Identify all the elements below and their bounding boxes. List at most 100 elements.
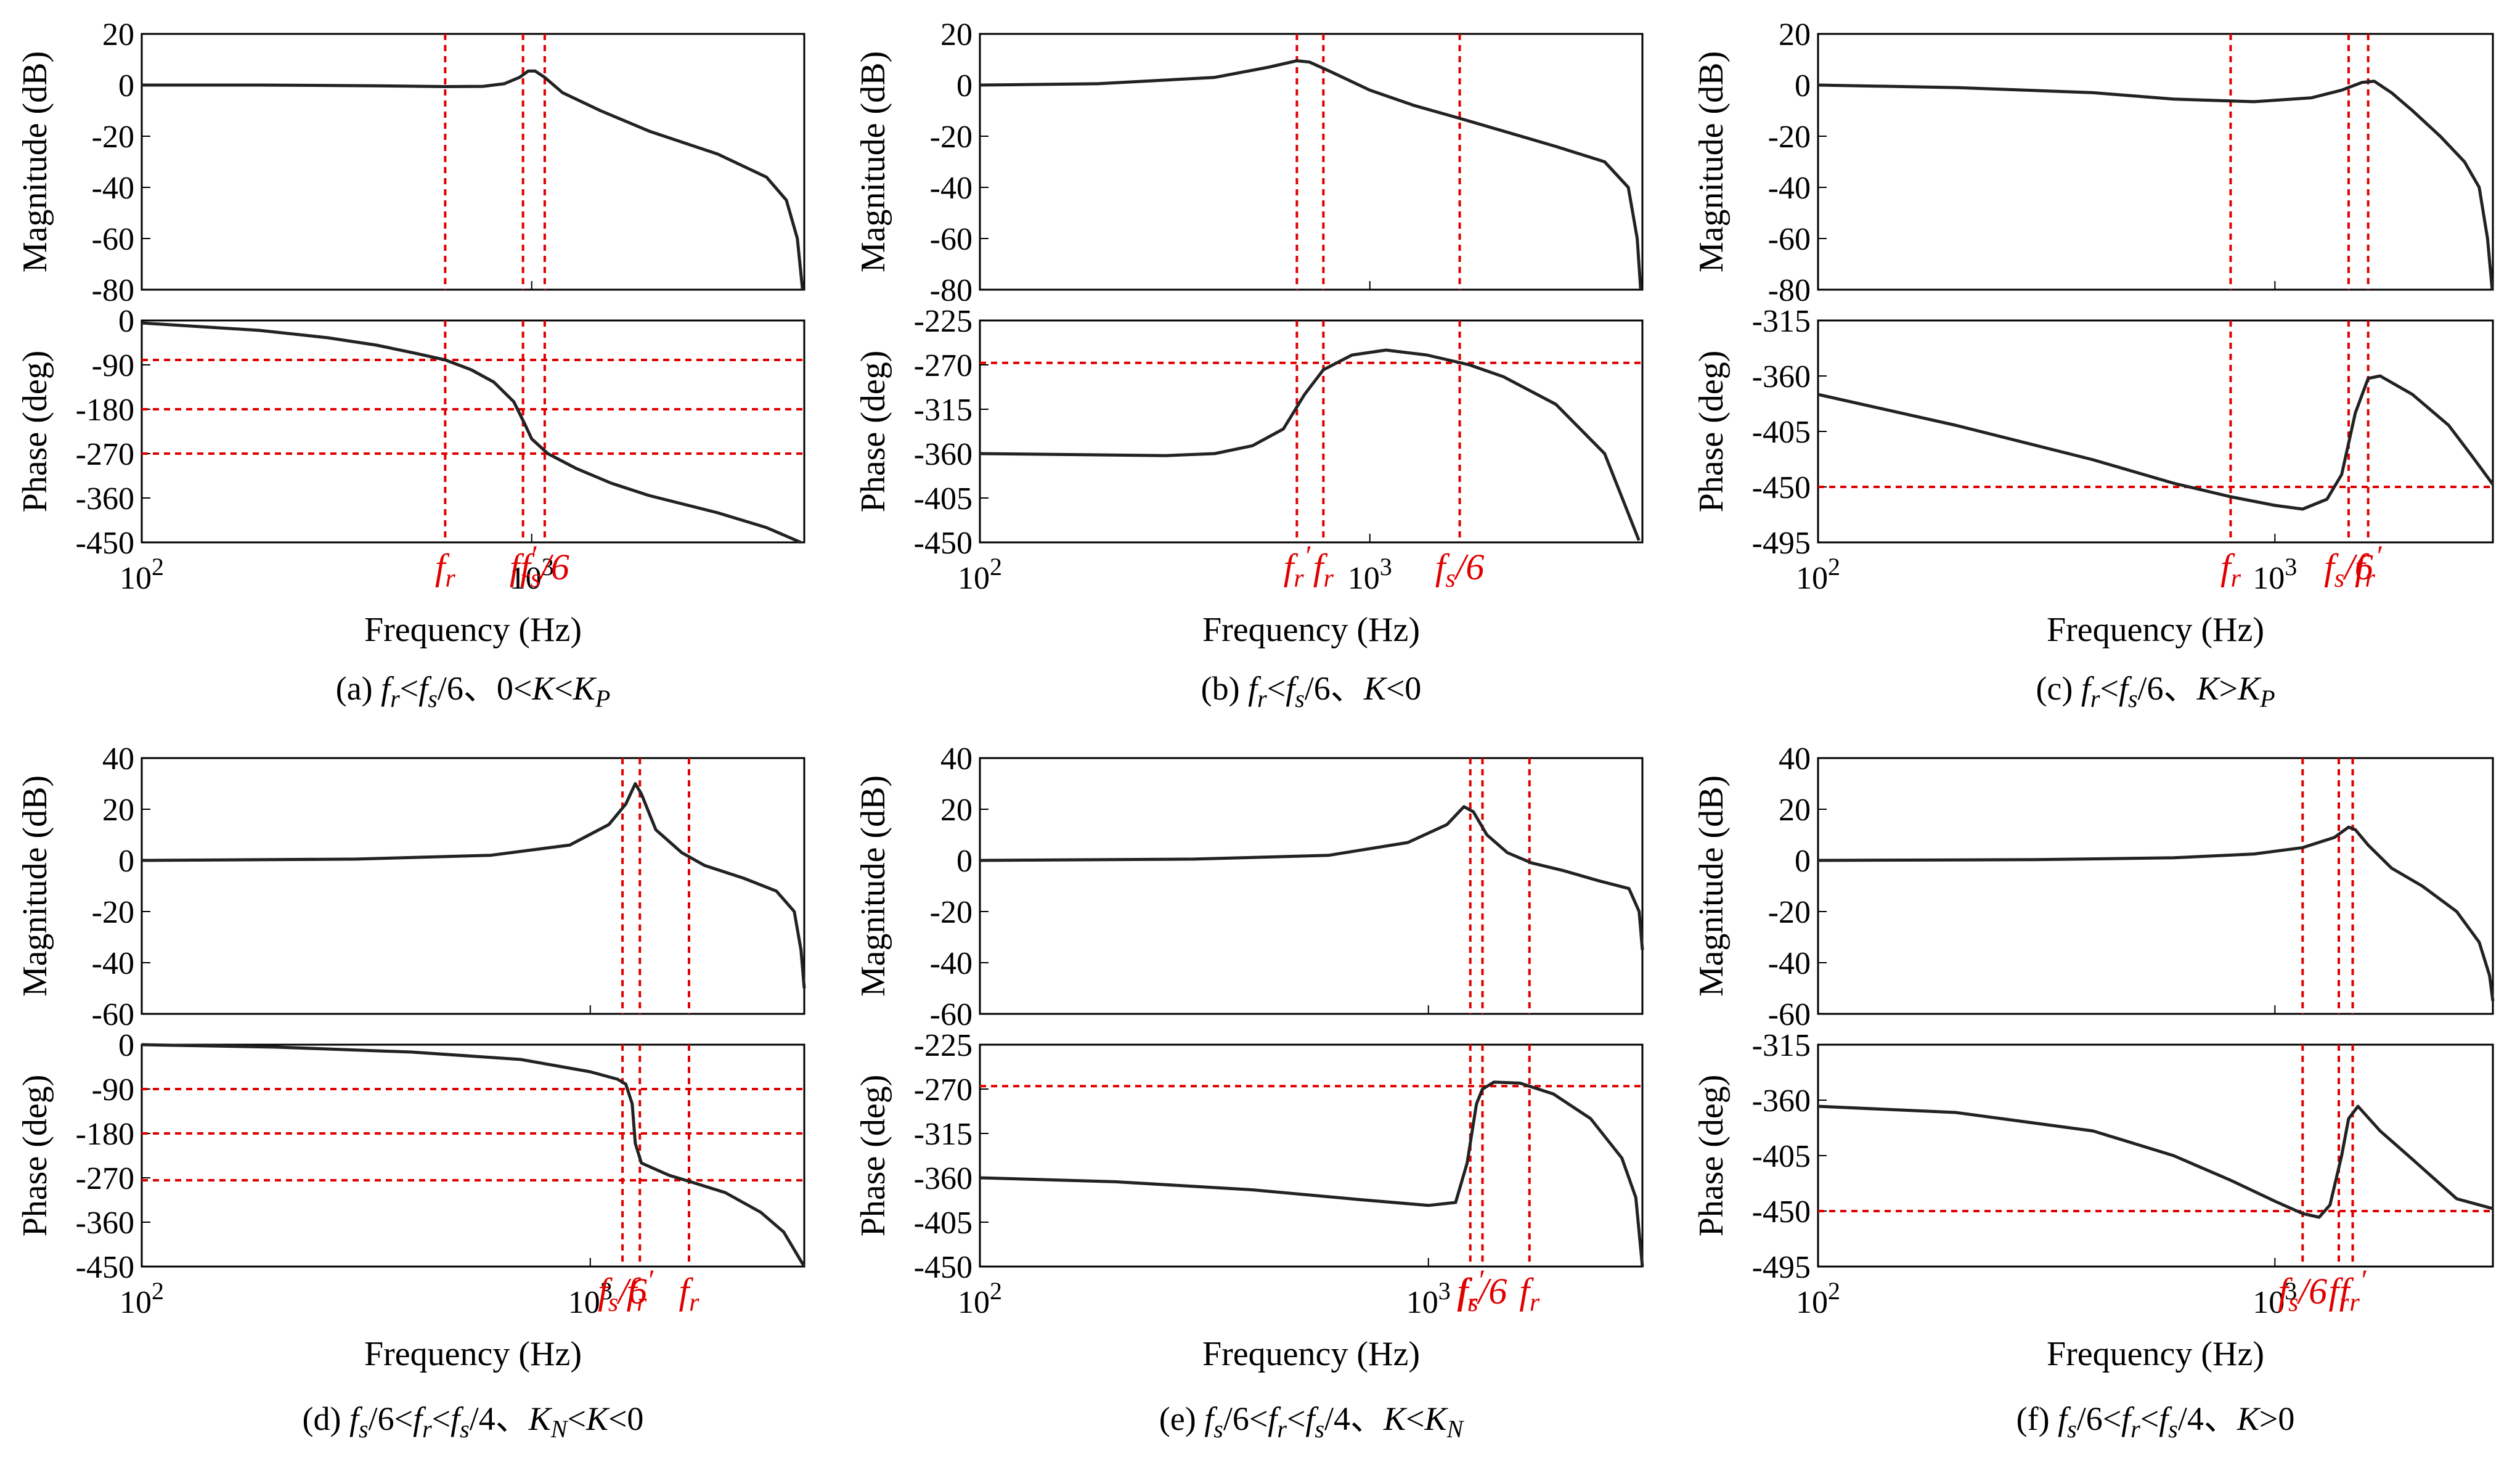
magnitude-ytick-label: -60 [1768, 997, 1811, 1032]
magnitude-ytick-label: -40 [1768, 946, 1811, 981]
xtick-label: 102 [1796, 553, 1840, 596]
phase-axis-label: Phase (deg) [16, 1075, 54, 1237]
magnitude-axis-label: Magnitude (dB) [1692, 775, 1731, 997]
panel-caption: (b) fr<fs/6、K<0 [1201, 670, 1422, 712]
marker-label: fr [1313, 547, 1334, 593]
xtick-label: 103 [1348, 553, 1392, 596]
magnitude-ytick-label: -20 [92, 120, 134, 155]
marker-label: fr [679, 1271, 699, 1317]
phase-ytick-label: -405 [1752, 1139, 1811, 1174]
xtick-label: 102 [958, 553, 1002, 596]
magnitude-ytick-label: -20 [92, 895, 134, 930]
magnitude-ytick-label: 40 [102, 741, 134, 777]
phase-ytick-label: -450 [914, 1250, 973, 1285]
xtick-label: 103 [568, 1277, 613, 1320]
phase-ytick-label: 0 [118, 304, 134, 339]
phase-ytick-label: -360 [76, 1206, 134, 1241]
phase-ytick-label: -360 [914, 1161, 973, 1196]
frequency-axis-label: Frequency (Hz) [364, 1335, 582, 1373]
magnitude-axis-label: Magnitude (dB) [16, 51, 54, 272]
phase-frame [979, 319, 1644, 544]
phase-ytick-label: -270 [76, 1161, 134, 1196]
panel-caption: (f) fs/6<fr<fs/4、K>0 [2016, 1400, 2295, 1443]
phase-ytick-label: -360 [1752, 1084, 1811, 1119]
marker-label: fr′ [2339, 1264, 2367, 1317]
xtick-label: 103 [1406, 1277, 1451, 1320]
phase-ytick-label: -360 [76, 481, 134, 516]
magnitude-ytick-label: 0 [956, 844, 973, 879]
phase-ytick-label: -225 [914, 1028, 973, 1063]
phase-ytick-label: -450 [1752, 1194, 1811, 1230]
magnitude-ytick-label: 0 [1795, 68, 1811, 104]
magnitude-ytick-label: -60 [1768, 222, 1811, 257]
magnitude-ytick-label: 0 [118, 68, 134, 104]
magnitude-ytick-label: -60 [930, 222, 973, 257]
marker-label: fr′ [2355, 540, 2383, 593]
magnitude-frame [979, 33, 1644, 291]
phase-ytick-label: -180 [76, 393, 134, 428]
magnitude-ytick-label: 20 [102, 17, 134, 52]
magnitude-curve [141, 782, 806, 989]
phase-ytick-label: -225 [914, 304, 973, 339]
phase-ytick-label: -450 [1752, 470, 1811, 505]
magnitude-curve [142, 69, 804, 290]
marker-label: fs/6 [1458, 1271, 1507, 1317]
phase-ytick-label: -405 [914, 1206, 973, 1241]
phase-axis-label: Phase (deg) [854, 1075, 892, 1237]
marker-label: fs/6 [520, 547, 569, 593]
phase-curve [1817, 1104, 2493, 1219]
panel-caption: (e) fs/6<fr<fs/4、K<KN [1159, 1400, 1465, 1443]
phase-ytick-label: -90 [92, 1072, 134, 1108]
frequency-axis-label: Frequency (Hz) [1202, 1335, 1420, 1373]
magnitude-ytick-label: 20 [1779, 793, 1811, 828]
phase-ytick-label: -315 [914, 1117, 973, 1152]
marker-label: fs/6 [2278, 1271, 2327, 1317]
marker-label: fr′ [626, 1264, 654, 1317]
marker-label: fr [1519, 1271, 1540, 1317]
phase-ytick-label: -405 [1752, 415, 1811, 450]
phase-axis-label: Phase (deg) [1692, 351, 1731, 513]
magnitude-curve [1817, 825, 2495, 1002]
magnitude-ytick-label: 20 [940, 17, 973, 52]
xtick-label: 103 [510, 553, 554, 596]
magnitude-axis-label: Magnitude (dB) [854, 775, 892, 997]
phase-axis-label: Phase (deg) [16, 351, 54, 513]
marker-label: fr [2220, 547, 2241, 593]
magnitude-ytick-label: -40 [930, 946, 973, 981]
phase-ytick-label: -315 [914, 393, 973, 428]
phase-ytick-label: -270 [76, 437, 134, 472]
panel-caption: (c) fr<fs/6、K>KP [2036, 670, 2275, 712]
magnitude-ytick-label: 0 [956, 68, 973, 104]
phase-ytick-label: -450 [76, 1250, 134, 1285]
chart-d: 40200-20-40-600-90-180-270-360-450Magnit… [16, 741, 806, 1443]
xtick-label: 102 [120, 1277, 164, 1320]
magnitude-ytick-label: -40 [1768, 171, 1811, 206]
magnitude-frame [1817, 757, 2494, 1015]
phase-frame [141, 1043, 805, 1268]
phase-ytick-label: -90 [92, 348, 134, 383]
phase-curve [979, 348, 1641, 541]
magnitude-ytick-label: -80 [1768, 273, 1811, 308]
marker-label: fr′ [1284, 540, 1311, 593]
phase-ytick-label: -360 [914, 437, 973, 472]
phase-curve [1817, 374, 2495, 511]
magnitude-ytick-label: -20 [930, 895, 973, 930]
magnitude-ytick-label: 40 [1779, 741, 1811, 777]
magnitude-ytick-label: -40 [92, 946, 134, 981]
phase-axis-label: Phase (deg) [1692, 1075, 1731, 1237]
panel-caption: (d) fs/6<fr<fs/4、KN<K<0 [303, 1400, 644, 1443]
magnitude-frame [1817, 33, 2494, 291]
marker-label: fr [435, 547, 456, 593]
marker-label: fr′ [1457, 1264, 1485, 1317]
magnitude-ytick-label: -80 [930, 273, 973, 308]
phase-ytick-label: 0 [118, 1028, 134, 1063]
magnitude-ytick-label: -60 [930, 997, 973, 1032]
magnitude-ytick-label: -20 [1768, 120, 1811, 155]
phase-ytick-label: -180 [76, 1117, 134, 1152]
phase-frame [979, 1043, 1644, 1268]
chart-e: 40 20 0 -20 -40 -60-225 -270 -315 -360 -405 -450 Ma… [854, 741, 1644, 1443]
chart-f: 40 20 0 -20 -40 -60-315 -360 -405 -450 -495 Magnit… [1692, 741, 2495, 1443]
magnitude-axis-label: Magnitude (dB) [16, 775, 54, 997]
phase-curve [141, 321, 802, 544]
chart-c: 20 0 -20 -40 -60 -80-315 -360 -405 -450 -495 Magni… [1692, 17, 2495, 712]
